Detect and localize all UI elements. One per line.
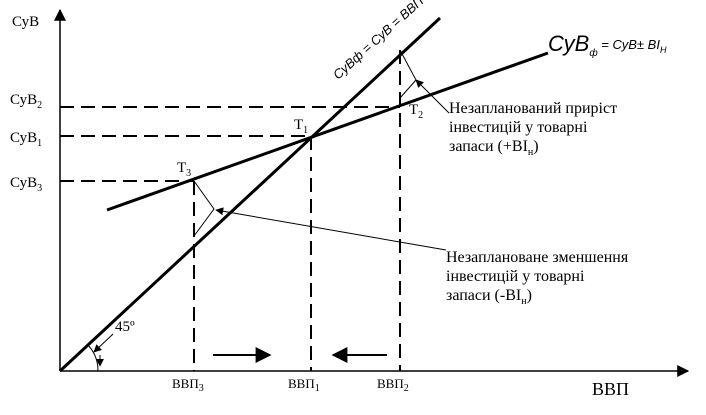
angle-label: 45º bbox=[115, 319, 135, 335]
y-axis-title: СуВ bbox=[12, 14, 39, 30]
gap-triangle-lower bbox=[193, 180, 215, 237]
x-axis-title: ВВП bbox=[592, 379, 629, 399]
x-tick-label-vvp1: ВВП1 bbox=[288, 376, 320, 394]
angle-leader bbox=[93, 333, 114, 353]
line-45-degree bbox=[58, 16, 442, 373]
line-aggregate-expenditure bbox=[106, 51, 549, 212]
y-tick-label-suv2: СуВ2 bbox=[10, 92, 42, 111]
annotation-decrease: Незаплановане зменшення інвестицій у тов… bbox=[446, 249, 632, 307]
diagonal-line-label: СуВф = СуВ = ВВП bbox=[330, 0, 427, 82]
point-label-t1: Т1 bbox=[294, 117, 308, 136]
angle-arc bbox=[86, 343, 99, 372]
point-label-t2: Т2 bbox=[409, 102, 423, 121]
x-tick-label-vvp2: ВВП2 bbox=[377, 376, 409, 394]
point-label-t3: Т3 bbox=[177, 160, 191, 179]
annotation-increase: Незапланований приріст інвестицій у това… bbox=[449, 100, 621, 158]
x-tick-label-vvp3: ВВП3 bbox=[172, 376, 204, 394]
leader-decrease bbox=[215, 207, 447, 251]
y-tick-label-suv1: СуВ1 bbox=[10, 130, 42, 149]
leader-increase bbox=[415, 79, 450, 114]
gap-triangle-upper bbox=[399, 49, 417, 99]
expenditure-line-label: СуВф = СуВ± ВІН bbox=[548, 31, 667, 59]
y-tick-label-suv3: СуВ3 bbox=[10, 175, 42, 194]
